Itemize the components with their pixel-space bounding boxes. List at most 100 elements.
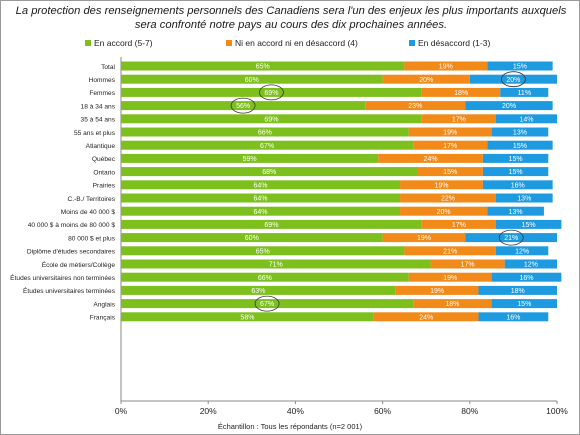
data-label-accord: 65% [256,64,270,71]
bar-segment-desaccord [469,74,557,84]
data-label-accord: 66% [258,275,272,282]
category-label: 80 000 $ et plus [68,235,116,242]
data-label-accord: 60% [245,235,259,242]
legend-label-neutre: Ni en accord ni en désaccord (4) [235,38,358,48]
bar-segment-neutre [400,193,496,203]
bar-segment-neutre [404,246,496,256]
data-label-accord: 64% [254,196,268,203]
data-label-accord: 56% [236,103,250,110]
data-label-accord: 66% [258,130,272,137]
data-label-neutre: 17% [452,222,466,229]
data-label-desaccord: 15% [513,64,527,71]
category-label: 35 à 54 ans [81,117,116,124]
data-label-neutre: 15% [443,169,457,176]
data-label-accord: 69% [264,222,278,229]
data-label-neutre: 18% [445,301,459,308]
data-label-desaccord: 16% [511,182,525,189]
bar-segment-accord [121,127,409,137]
data-label-desaccord: 11% [518,90,532,97]
bar-segment-neutre [382,74,470,84]
data-label-desaccord: 20% [502,103,516,110]
highlight-circle [254,295,280,312]
data-label-desaccord: 18% [511,288,525,295]
bar-segment-neutre [400,206,488,216]
bar-segment-desaccord [495,219,562,229]
data-label-neutre: 24% [419,314,433,321]
bar-segment-desaccord [482,180,553,190]
category-label: 40 000 $ à moins de 80 000 $ [28,222,116,229]
category-label: Études universitaires non terminées [10,273,116,282]
bar-segment-accord [121,61,405,71]
data-label-desaccord: 15% [513,143,527,150]
category-label: Prairies [93,183,116,190]
data-label-desaccord: 16% [519,275,533,282]
bar-segment-neutre [373,312,479,322]
highlight-circle [498,229,524,246]
bar-segment-accord [121,180,401,190]
data-label-accord: 64% [254,182,268,189]
data-label-accord: 60% [245,77,259,84]
category-label: Femmes [89,90,115,97]
data-label-neutre: 17% [443,143,457,150]
legend-swatch-desaccord [409,40,415,46]
bar-segment-accord [121,312,374,322]
bar-segment-desaccord [482,153,549,163]
bar-segment-accord [121,285,396,295]
data-label-neutre: 19% [439,64,453,71]
legend-swatch-neutre [226,40,232,46]
bar-segment-desaccord [495,193,553,203]
bar-segment-desaccord [465,101,553,111]
data-label-desaccord: 12% [524,262,538,269]
bar-segment-accord [121,114,422,124]
data-label-accord: 64% [254,209,268,216]
category-label: Diplôme d'études secondaires [27,249,116,256]
chart-title: La protection des renseignements personn… [15,5,567,31]
data-label-desaccord: 13% [509,209,523,216]
bar-segment-desaccord [491,127,549,137]
highlight-circle [501,71,526,88]
data-label-neutre: 19% [443,130,457,137]
legend-label-desaccord: En désaccord (1-3) [418,38,491,48]
data-label-desaccord: 13% [513,130,527,137]
data-label-neutre: 18% [454,90,468,97]
data-label-accord: 68% [262,169,276,176]
category-label: Québec [92,156,116,163]
bar-segment-desaccord [500,87,549,97]
data-label-desaccord: 21% [504,235,518,242]
category-label: École de métiers/Collège [42,260,116,269]
category-label: Ontario [93,169,115,176]
bar-segment-desaccord [487,140,553,150]
bar-segment-accord [121,87,422,97]
bar-segment-accord [121,153,379,163]
data-label-desaccord: 14% [519,116,533,123]
data-label-neutre: 19% [443,275,457,282]
data-label-neutre: 19% [430,288,444,295]
bar-segment-accord [121,193,401,203]
data-label-desaccord: 13% [517,196,531,203]
data-label-accord: 69% [264,90,278,97]
x-tick-label: 100% [546,406,568,416]
data-label-accord: 63% [251,288,265,295]
bar-segment-desaccord [495,114,557,124]
category-label: Total [101,64,115,71]
bar-segment-accord [121,259,431,269]
legend-item-accord: En accord (5-7) [85,38,153,48]
x-tick-label: 60% [374,406,391,416]
data-label-neutre: 22% [441,196,455,203]
data-label-neutre: 21% [443,248,457,255]
highlight-circle [259,84,284,101]
bar-segment-neutre [413,140,488,150]
data-label-neutre: 23% [408,103,422,110]
bar-segment-neutre [430,259,505,269]
bar-segment-neutre [408,272,492,282]
data-label-neutre: 20% [419,77,433,84]
bar-segment-accord [121,74,383,84]
data-label-desaccord: 15% [509,169,523,176]
data-label-desaccord: 20% [506,77,520,84]
bar-segment-accord [121,246,405,256]
bar-segment-neutre [417,167,483,177]
data-label-neutre: 24% [424,156,438,163]
category-label: Atlantique [86,143,116,150]
